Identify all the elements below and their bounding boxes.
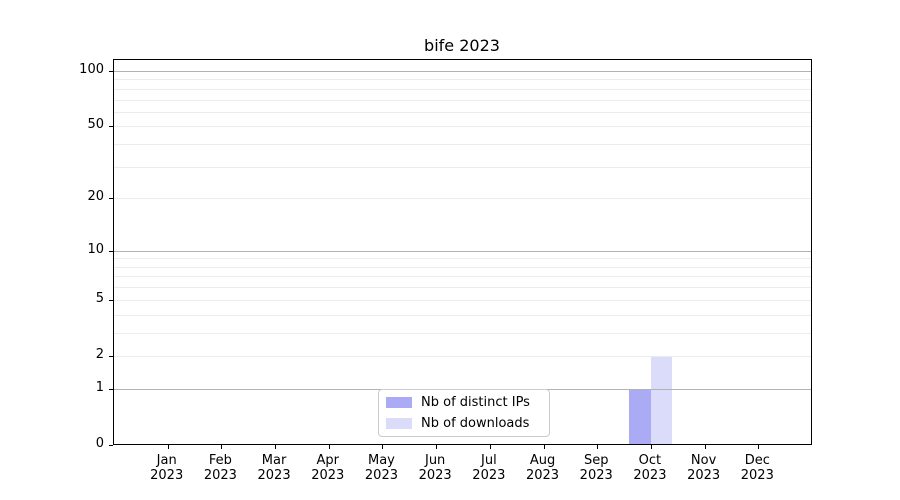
x-tick-mark: [597, 445, 599, 449]
y-tick-label: 100: [79, 62, 104, 77]
legend-row-downloads: Nb of downloads: [386, 415, 542, 432]
x-tick-label-year: 2023: [525, 468, 560, 483]
gridline-minor: [114, 299, 811, 301]
x-tick-label: Mar 2023: [239, 453, 309, 483]
plot-area: [109, 59, 812, 449]
y-tick-mark: [109, 250, 113, 252]
gridline-minor: [114, 144, 811, 146]
gridline-minor: [114, 314, 811, 316]
x-tick-label: Sep 2023: [561, 453, 631, 483]
x-tick-mark: [275, 445, 277, 449]
x-tick-label-month: Jul: [481, 453, 497, 468]
x-tick-mark: [489, 445, 491, 449]
gridline-minor: [114, 276, 811, 278]
x-tick-label-year: 2023: [257, 468, 291, 483]
y-tick-label: 20: [87, 189, 104, 205]
gridline-minor: [114, 258, 811, 260]
x-tick-label: May 2023: [346, 453, 416, 483]
x-tick-mark: [650, 445, 652, 449]
y-tick-label: 5: [95, 290, 104, 306]
x-tick-label-year: 2023: [418, 468, 452, 483]
x-tick-label-month: Jun: [424, 453, 446, 468]
gridline-minor: [114, 166, 811, 168]
x-tick-label-year: 2023: [203, 468, 237, 483]
gridline-minor: [114, 332, 811, 334]
x-tick-label-year: 2023: [740, 468, 774, 483]
x-tick-mark: [221, 445, 223, 449]
bar-downloads: [650, 355, 673, 444]
gridline-minor: [114, 126, 811, 128]
gridline-minor: [114, 287, 811, 289]
x-tick-label: Aug 2023: [508, 453, 578, 483]
x-tick-mark: [543, 445, 545, 449]
x-tick-mark: [382, 445, 384, 449]
gridline-minor: [114, 88, 811, 90]
x-tick-mark: [704, 445, 706, 449]
bar-distinct-ips: [629, 388, 651, 444]
gridline-major: [114, 250, 811, 252]
gridline-minor: [114, 99, 811, 101]
x-tick-label-month: Feb: [208, 453, 232, 468]
x-tick-label: Jun 2023: [400, 453, 470, 483]
y-tick-label: 50: [87, 117, 104, 133]
legend-label-downloads: Nb of downloads: [421, 416, 530, 431]
x-tick-label-month: Oct: [638, 453, 662, 468]
x-tick-label: Jul 2023: [454, 453, 524, 483]
y-tick-label: 2: [95, 346, 104, 362]
legend-row-distinct-ips: Nb of distinct IPs: [386, 394, 542, 411]
y-tick-mark: [109, 299, 113, 301]
gridline-minor: [114, 355, 811, 357]
x-tick-label-month: Jan: [156, 453, 177, 468]
legend-swatch-distinct-ips-icon: [386, 397, 412, 408]
x-tick-label: Dec 2023: [722, 453, 792, 483]
gridline-minor: [114, 111, 811, 113]
y-tick-label: 0: [95, 436, 104, 451]
x-tick-label-month: Sep: [583, 453, 609, 468]
x-tick-label-year: 2023: [364, 468, 398, 483]
x-tick-label-year: 2023: [579, 468, 613, 483]
y-tick-mark: [109, 126, 113, 128]
x-tick-label: Feb 2023: [185, 453, 255, 483]
x-tick-mark: [167, 445, 169, 449]
x-tick-label-year: 2023: [472, 468, 506, 483]
x-tick-label-month: Mar: [261, 453, 287, 468]
legend: Nb of distinct IPs Nb of downloads: [378, 389, 550, 437]
x-tick-label-month: Dec: [744, 453, 770, 468]
gridline-minor: [114, 198, 811, 200]
x-tick-mark: [328, 445, 330, 449]
gridline-major: [114, 71, 811, 72]
gridline-minor: [114, 79, 811, 81]
legend-label-distinct-ips: Nb of distinct IPs: [421, 395, 530, 410]
x-tick-label: Jan 2023: [132, 453, 202, 483]
chart-title: bife 2023: [424, 36, 500, 55]
y-tick-mark: [109, 388, 113, 390]
x-tick-label-month: Apr: [316, 453, 340, 468]
x-tick-mark: [436, 445, 438, 449]
x-tick-label-year: 2023: [633, 468, 667, 483]
x-tick-label-year: 2023: [687, 468, 721, 483]
x-tick-label-month: Nov: [690, 453, 717, 468]
y-tick-mark: [109, 71, 113, 72]
x-tick-label: Oct 2023: [615, 453, 685, 483]
x-tick-label-month: May: [368, 453, 395, 468]
x-tick-label: Nov 2023: [669, 453, 739, 483]
x-tick-mark: [758, 445, 760, 449]
gridline-minor: [114, 266, 811, 268]
x-tick-label-year: 2023: [311, 468, 345, 483]
x-tick-label-year: 2023: [150, 468, 184, 483]
x-tick-label: Apr 2023: [293, 453, 363, 483]
legend-swatch-downloads-icon: [386, 418, 412, 429]
x-tick-label-month: Aug: [529, 453, 556, 468]
y-tick-mark: [109, 355, 113, 357]
y-tick-label: 1: [95, 379, 104, 395]
y-tick-label: 10: [87, 241, 104, 257]
y-tick-mark: [109, 445, 113, 446]
y-tick-mark: [109, 198, 113, 200]
